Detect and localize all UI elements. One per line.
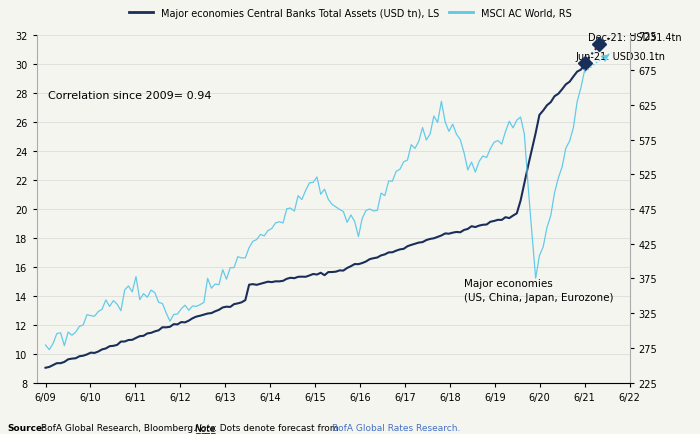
- Text: N̲o̲t̲e̲: N̲o̲t̲e̲: [195, 423, 216, 432]
- Text: Jun-21: USD30.1tn: Jun-21: USD30.1tn: [575, 53, 666, 62]
- Legend: Major economies Central Banks Total Assets (USD tn), LS, MSCI AC World, RS: Major economies Central Banks Total Asse…: [125, 5, 575, 23]
- Text: Major economies
(US, China, Japan, Eurozone): Major economies (US, China, Japan, Euroz…: [463, 279, 613, 302]
- Text: : Dots denote forecast from: : Dots denote forecast from: [214, 423, 338, 432]
- Text: Source:: Source:: [7, 423, 46, 432]
- Text: Note: Note: [195, 423, 216, 432]
- Text: Correlation since 2009= 0.94: Correlation since 2009= 0.94: [48, 91, 212, 101]
- Text: BofA Global Research, Bloomberg.: BofA Global Research, Bloomberg.: [41, 423, 195, 432]
- Text: BofA Global Rates Research.: BofA Global Rates Research.: [332, 423, 461, 432]
- Text: Dec-21: USD31.4tn: Dec-21: USD31.4tn: [588, 33, 681, 43]
